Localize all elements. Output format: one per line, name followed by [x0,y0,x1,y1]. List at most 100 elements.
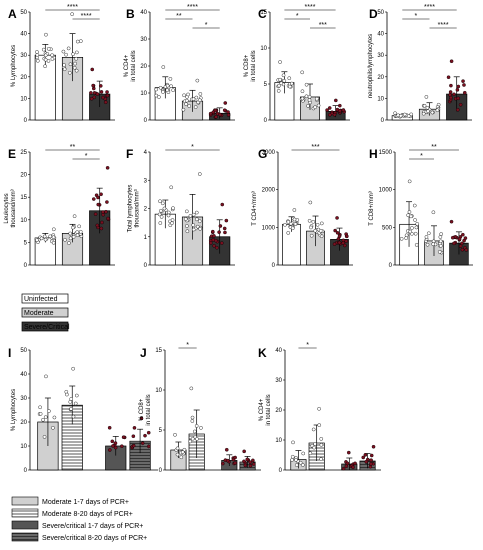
y-axis-label-line: in total cells [266,394,272,425]
y-tick-label: 40 [275,348,282,354]
data-point [438,243,443,248]
data-point [341,466,346,471]
data-point [166,213,171,218]
data-point [160,201,165,206]
data-point [191,212,196,217]
data-point [44,32,48,37]
data-point [95,223,100,228]
y-axis-label-line: thousand/mm³ [11,189,17,227]
data-point [345,461,350,466]
data-point [75,230,80,234]
significance-label: * [420,153,423,160]
significance-label: **** [67,4,78,11]
data-point [165,88,170,92]
data-point [139,416,144,421]
data-point [290,226,295,231]
y-axis-label: neutrophils/lymphocytes [368,34,374,98]
data-point [191,227,196,232]
data-point [369,462,373,466]
y-tick-label: 2 [144,207,148,213]
data-point [181,107,186,112]
y-tick-label: 5 [24,240,28,246]
data-point [91,197,96,201]
data-point [75,233,80,237]
y-tick-label: 40 [20,32,27,38]
data-point [180,450,185,454]
data-point [71,52,75,56]
data-point [198,227,202,231]
y-tick-label: 10 [20,96,27,102]
y-tick-label: 5 [159,428,163,434]
data-point [158,199,162,204]
data-point [300,96,305,101]
legend-swatch [21,307,69,318]
data-point [66,46,71,51]
data-point [251,462,256,466]
y-tick-label: 0 [144,118,148,124]
data-point [413,231,418,236]
data-point [197,219,202,224]
data-point [186,92,190,97]
data-point [245,457,250,462]
data-point [52,227,56,232]
data-point [344,234,349,239]
panel-label: J [140,346,147,360]
data-point [301,451,306,456]
legend-label: Uninfected [24,296,58,303]
data-point [307,219,312,223]
data-point [197,172,202,176]
data-point [409,214,413,219]
data-point [286,220,291,224]
data-point [111,444,115,448]
panel-label: E [8,147,16,161]
data-point [95,92,100,96]
data-point [106,216,110,221]
data-point [424,95,429,99]
data-point [449,59,454,64]
data-point [461,232,465,237]
data-point [68,236,73,241]
data-point [42,234,47,239]
data-point [179,455,184,460]
data-point [92,91,97,95]
data-point [74,56,79,61]
y-tick-label: 5 [264,82,268,88]
data-point [408,229,412,234]
legend-swatch [11,496,39,506]
data-point [75,50,79,55]
data-point [219,241,224,245]
data-point [105,90,109,94]
panel-j: J 0 5 10 15 % CD8+in total cells * [139,342,261,474]
data-point [291,440,295,445]
panel-label: G [258,147,267,161]
data-point [346,450,351,455]
data-point [90,67,95,72]
data-point [223,230,227,235]
data-point [294,463,299,467]
y-tick-label: 50 [20,348,27,354]
data-point [426,109,430,114]
data-point [316,103,321,108]
y-axis-label: % Lymphocytes [11,389,17,431]
y-axis-label-line: thousand/mm³ [135,189,141,227]
y-tick-label: 30 [20,53,27,59]
significance-label: ** [176,13,182,20]
data-point [103,100,108,105]
data-point [113,445,118,450]
panel-label: C [258,7,267,21]
y-tick-label: 30 [20,396,27,402]
data-point [157,212,162,217]
significance-label: * [306,342,309,349]
y-axis-label-line: Total lymphocytes [128,185,134,233]
data-point [298,460,303,465]
data-point [425,106,430,110]
data-point [161,65,166,69]
data-point [435,108,440,112]
y-tick-label: 30 [275,378,282,384]
y-tick-label: 0 [381,118,385,124]
y-tick-label: 25 [20,150,27,156]
data-point [105,200,109,204]
data-point [212,234,216,238]
data-point [105,166,110,170]
data-point [132,426,137,430]
